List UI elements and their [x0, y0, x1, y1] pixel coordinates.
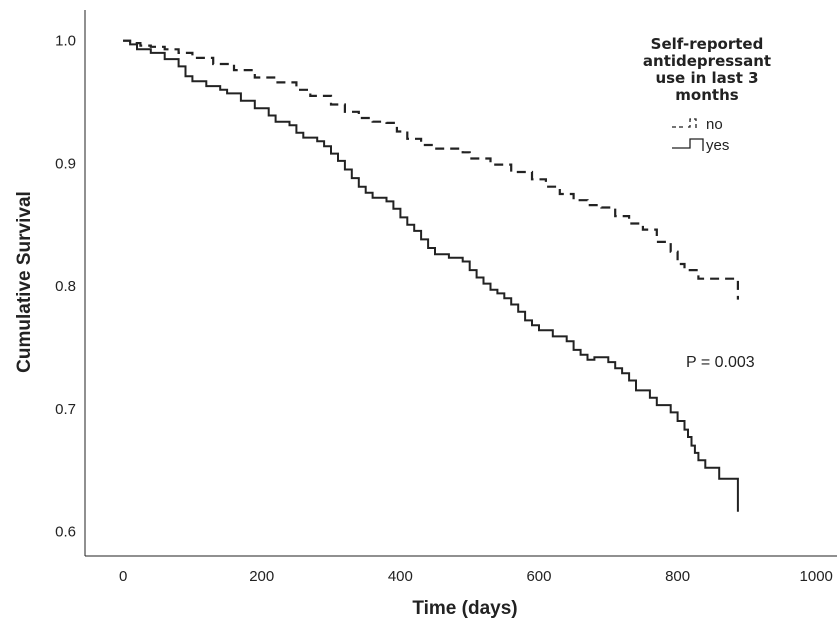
axes	[84, 10, 837, 557]
x-tick-label: 800	[665, 568, 690, 585]
x-tick-label: 600	[526, 568, 551, 585]
survival-curve-yes	[123, 39, 739, 512]
legend-swatch-no	[672, 118, 697, 131]
y-tick-label: 0.6	[55, 523, 76, 540]
legend-title-line-4: months	[675, 86, 738, 104]
x-axis-title: Time (days)	[412, 598, 517, 619]
y-tick-label: 0.7	[55, 401, 76, 418]
legend: Self-reported antidepressant use in last…	[643, 35, 771, 154]
legend-title-line-1: Self-reported	[651, 35, 764, 53]
x-tick-label: 400	[388, 568, 413, 585]
y-tick-label: 0.9	[55, 155, 76, 172]
y-ticks: 0.6 0.7 0.8 0.9 1.0	[55, 33, 76, 541]
survival-curve-no	[123, 39, 739, 300]
y-tick-label: 0.8	[55, 278, 76, 295]
legend-swatch-yes	[672, 138, 704, 151]
x-tick-label: 200	[249, 568, 274, 585]
legend-title-line-2: antidepressant	[643, 52, 771, 70]
p-value-annotation: P = 0.003	[686, 354, 755, 371]
x-ticks: 0 200 400 600 800 1000	[119, 568, 833, 585]
y-axis-title: Cumulative Survival	[14, 191, 35, 373]
x-tick-label: 0	[119, 568, 127, 585]
series-layer	[123, 39, 739, 512]
legend-title-line-3: use in last 3	[655, 69, 758, 87]
legend-label-yes: yes	[706, 137, 729, 154]
x-tick-label: 1000	[800, 568, 833, 585]
legend-label-no: no	[706, 116, 723, 133]
y-tick-label: 1.0	[55, 33, 76, 50]
